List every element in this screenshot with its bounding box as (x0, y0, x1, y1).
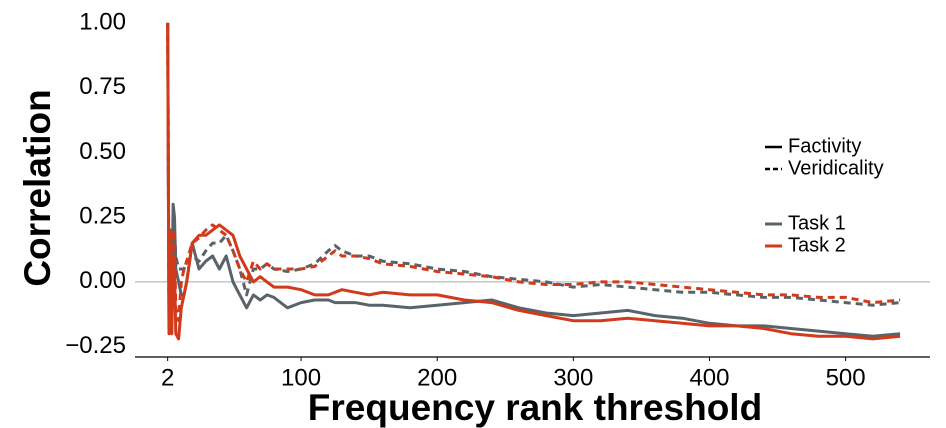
y-axis-title: Correlation (17, 89, 58, 286)
y-tick-label: 0.75 (79, 73, 126, 100)
series-line (166, 22, 901, 341)
legend-label: Task 2 (788, 234, 846, 256)
x-tick-label: 2 (161, 364, 174, 391)
x-tick-label: 500 (826, 364, 866, 391)
x-tick-label: 400 (689, 364, 729, 391)
legend-label: Factivity (788, 135, 861, 157)
y-tick-label: −0.25 (65, 332, 126, 359)
y-tick-label: 0.00 (79, 267, 126, 294)
series-line (166, 22, 901, 338)
y-tick-label: 0.25 (79, 203, 126, 230)
x-tick-label: 300 (553, 364, 593, 391)
series-line (166, 22, 901, 323)
x-axis-title: Frequency rank threshold (308, 387, 762, 428)
x-tick-label: 100 (281, 364, 321, 391)
series-line (166, 22, 901, 323)
y-tick-label: 1.00 (79, 8, 126, 35)
legend-label: Task 1 (788, 212, 846, 234)
y-tick-label: 0.50 (79, 138, 126, 165)
x-tick-label: 200 (417, 364, 457, 391)
legend-label: Veridicality (788, 157, 884, 179)
